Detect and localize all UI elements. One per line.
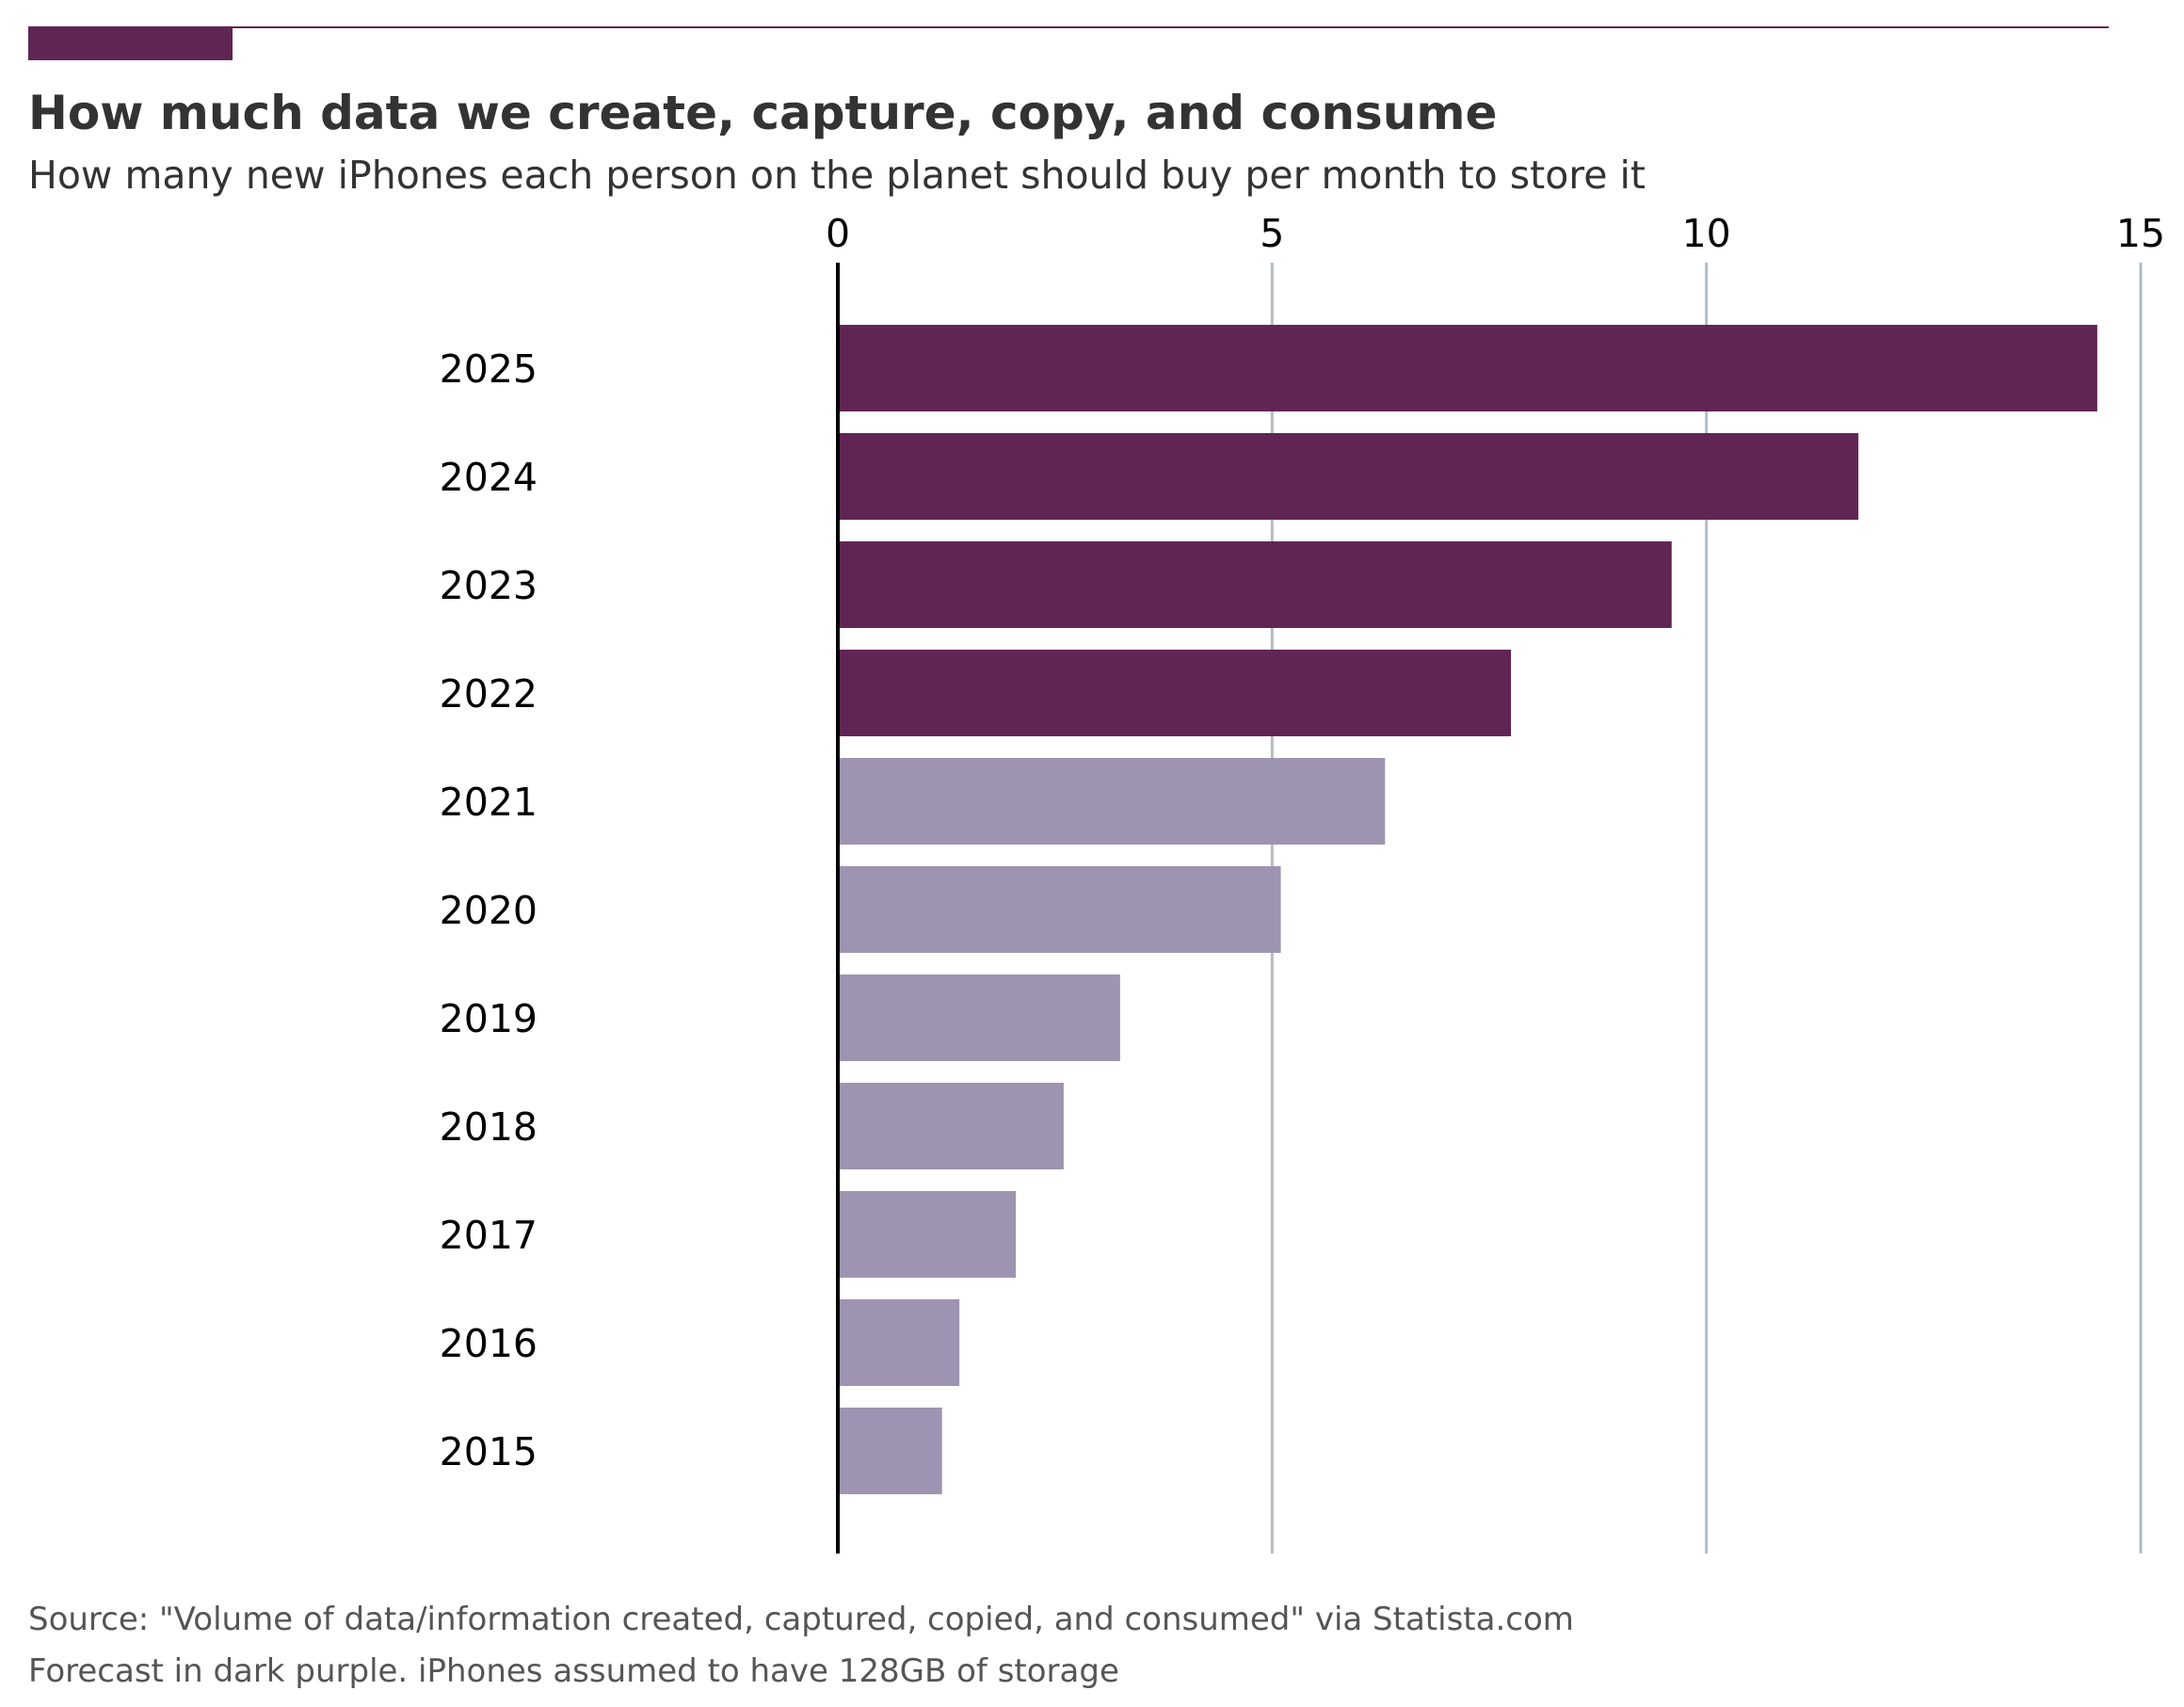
bar-2023 [838,541,1672,628]
chart-title: How much data we create, capture, copy, … [28,86,1497,140]
bar-2020 [838,866,1281,953]
y-tick-label: 2023 [440,563,538,608]
y-tick-label: 2018 [440,1104,538,1150]
x-tick-label: 15 [2116,211,2165,256]
y-tick-label: 2021 [440,780,538,825]
y-tick-label: 2020 [440,888,538,933]
y-tick-label: 2016 [440,1321,538,1366]
bar-2016 [838,1299,960,1386]
y-tick-label: 2019 [440,996,538,1041]
header-accent-block [28,27,233,60]
bar-2017 [838,1191,1017,1278]
bar-2021 [838,758,1386,845]
y-tick-label: 2017 [440,1213,538,1258]
bar-2025 [838,325,2097,411]
forecast-note: Forecast in dark purple. iPhones assumed… [28,1652,1119,1690]
y-tick-label: 2022 [440,671,538,717]
bars [838,325,2097,1494]
y-tick-label: 2015 [440,1429,538,1474]
y-tick-labels: 2025 2024 2023 2022 2021 2020 2019 2018 2017 2016… [440,346,538,1474]
x-tick-label: 0 [826,211,850,256]
chart-subtitle: How many new iPhones each person on the … [28,153,1646,198]
bar-2019 [838,974,1120,1061]
bar-2018 [838,1083,1064,1169]
x-tick-label: 5 [1260,211,1284,256]
y-tick-label: 2024 [440,455,538,500]
y-tick-label: 2025 [440,346,538,392]
bar-2015 [838,1408,942,1494]
source-note: Source: "Volume of data/information crea… [28,1601,1574,1638]
bar-2022 [838,650,1512,736]
bar-2024 [838,433,1859,520]
x-tick-labels: 0 5 10 15 [826,211,2165,256]
x-tick-label: 10 [1682,211,1731,256]
